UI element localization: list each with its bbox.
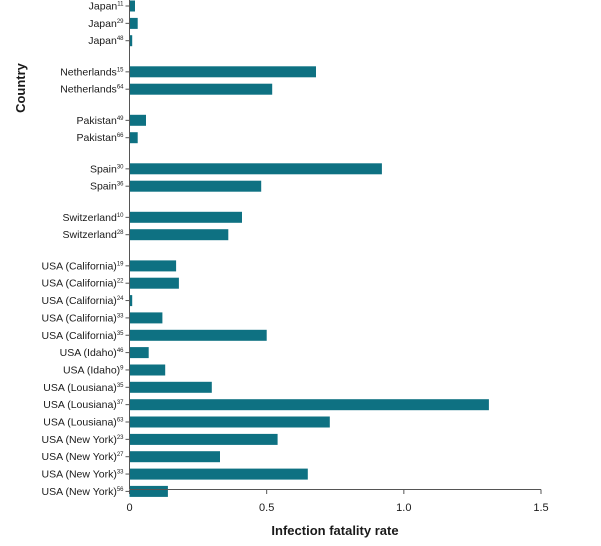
x-axis-title: Infection fatality rate <box>271 523 398 538</box>
category-label: USA (California)19 <box>42 260 125 272</box>
category-label: USA (Idaho)46 <box>60 347 125 359</box>
category-label: USA (Lousiana)35 <box>43 382 124 394</box>
bar <box>129 211 242 223</box>
bar <box>129 35 133 47</box>
bar <box>129 416 330 428</box>
y-axis-title: Country <box>13 62 28 113</box>
bar <box>129 180 262 192</box>
category-label: USA (California)33 <box>42 312 125 324</box>
bar <box>129 485 168 497</box>
x-ticks-layer: 0 0.5 1.0 1.5 <box>126 489 549 514</box>
bars-layer <box>129 0 489 497</box>
bar <box>129 381 212 393</box>
category-label: USA (Lousiana)37 <box>43 399 124 411</box>
bar <box>129 66 316 78</box>
bar <box>129 364 166 376</box>
bar <box>129 468 308 480</box>
bar <box>129 229 229 241</box>
bar <box>129 17 138 29</box>
category-label: USA (Lousiana)63 <box>43 417 124 429</box>
category-labels-layer: Japan11 Japan29 Japan48 Netherlands15 Nether… <box>42 1 130 498</box>
category-label: Switzerland28 <box>63 229 125 241</box>
category-label: USA (Idaho)9 <box>63 364 124 376</box>
category-label: Pakistan66 <box>77 132 125 144</box>
bar <box>129 163 382 175</box>
bar <box>129 260 177 272</box>
category-label: Japan48 <box>88 35 124 47</box>
category-label: USA (New York)33 <box>42 469 125 481</box>
bar <box>129 83 273 95</box>
category-label: Switzerland10 <box>63 212 125 224</box>
x-tick-label: 1.5 <box>533 502 548 514</box>
bar <box>129 132 138 144</box>
category-label: Spain36 <box>90 181 124 193</box>
bar <box>129 347 149 359</box>
bar <box>129 433 278 445</box>
category-label: USA (California)24 <box>42 295 125 307</box>
bar <box>129 329 267 341</box>
category-label: Pakistan49 <box>77 115 125 127</box>
category-label: USA (New York)27 <box>42 451 125 463</box>
category-label: USA (California)22 <box>42 278 125 290</box>
x-tick-label: 0 <box>126 502 132 514</box>
bar <box>129 399 489 411</box>
x-tick-label: 0.5 <box>259 502 274 514</box>
category-label: Japan29 <box>88 18 124 30</box>
bar <box>129 0 135 12</box>
bar <box>129 277 179 289</box>
category-label: Netherlands64 <box>60 84 124 96</box>
bar <box>129 114 146 126</box>
x-tick-label: 1.0 <box>396 502 411 514</box>
bar <box>129 451 220 463</box>
category-label: Netherlands15 <box>60 66 124 78</box>
category-label: USA (New York)56 <box>42 486 125 498</box>
category-label: Japan11 <box>89 1 125 13</box>
bar <box>129 312 163 324</box>
bar <box>129 295 133 307</box>
axes-layer <box>129 0 541 490</box>
category-label: USA (New York)23 <box>42 434 125 446</box>
category-label: USA (California)35 <box>42 330 125 342</box>
category-label: Spain30 <box>90 163 124 175</box>
